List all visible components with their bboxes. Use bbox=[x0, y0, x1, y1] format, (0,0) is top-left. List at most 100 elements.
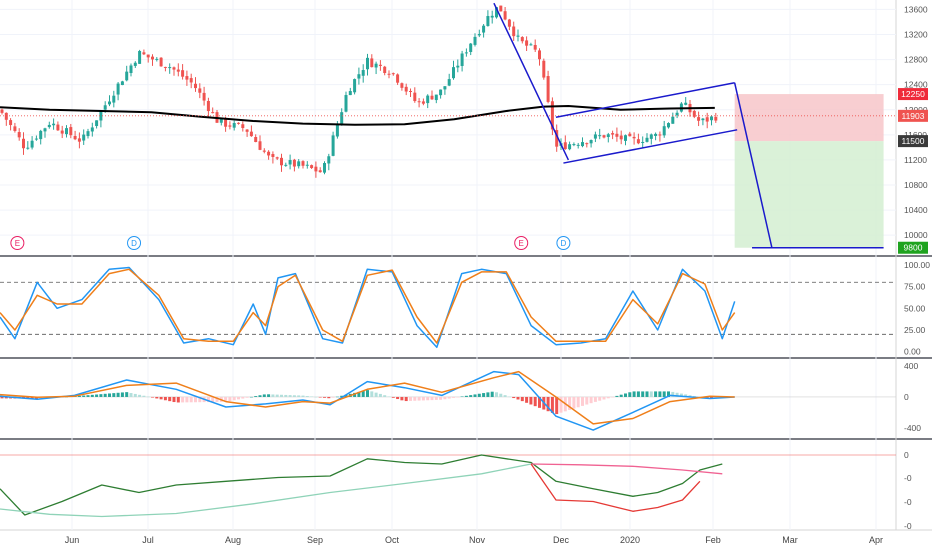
candle-body bbox=[675, 112, 679, 116]
candle-body bbox=[82, 134, 86, 141]
macd-histogram-bar bbox=[469, 395, 473, 397]
candle-body bbox=[460, 53, 464, 66]
candle-body bbox=[4, 112, 8, 120]
macd-histogram-bar bbox=[636, 391, 640, 397]
macd-histogram-bar bbox=[671, 391, 675, 397]
rs-line bbox=[531, 463, 723, 475]
candle-body bbox=[305, 164, 309, 166]
stochastic-axis-tick-label: 25.00 bbox=[904, 325, 926, 335]
macd-histogram-bar bbox=[314, 396, 318, 398]
candle-body bbox=[387, 73, 391, 75]
time-axis-tick-label: Jul bbox=[142, 535, 154, 545]
macd-histogram-bar bbox=[258, 395, 262, 397]
candle-body bbox=[353, 79, 357, 93]
candle-body bbox=[654, 133, 658, 136]
candle-body bbox=[486, 16, 490, 27]
candle-body bbox=[284, 164, 288, 166]
candle-body bbox=[520, 37, 524, 42]
macd-histogram-bar bbox=[426, 396, 430, 401]
rs-line bbox=[0, 454, 723, 516]
macd-histogram-bar bbox=[421, 396, 425, 401]
price-label-box bbox=[898, 109, 928, 122]
macd-histogram-bar bbox=[228, 396, 232, 402]
rs-line bbox=[0, 463, 532, 518]
macd-histogram-bar bbox=[116, 392, 120, 397]
macd-histogram-bar bbox=[593, 396, 597, 402]
moving-average-line bbox=[0, 105, 715, 126]
macd-histogram-bar bbox=[391, 396, 395, 398]
macd-histogram-bar bbox=[400, 396, 404, 401]
macd-histogram-bar bbox=[383, 395, 387, 397]
candle-body bbox=[434, 94, 438, 101]
macd-histogram-bar bbox=[499, 393, 503, 397]
macd-histogram-bar bbox=[292, 395, 296, 397]
stochastic-axis-tick-label: 50.00 bbox=[904, 303, 926, 313]
macd-histogram-bar bbox=[176, 396, 180, 403]
macd-histogram-bar bbox=[211, 396, 215, 402]
price-label-text: 12250 bbox=[901, 89, 925, 99]
candle-body bbox=[589, 140, 593, 144]
candle-body bbox=[391, 73, 395, 75]
macd-histogram-bar bbox=[490, 391, 494, 397]
macd-histogram-bar bbox=[581, 396, 584, 406]
macd-histogram-bar bbox=[370, 391, 374, 397]
candle-body bbox=[52, 123, 56, 126]
macd-histogram-bar bbox=[215, 396, 219, 402]
rs-axis-tick-label: -0 bbox=[904, 497, 912, 507]
macd-histogram-bar bbox=[645, 391, 649, 397]
candle-body bbox=[232, 123, 236, 128]
stop-zone bbox=[734, 94, 884, 142]
candle-body bbox=[77, 138, 81, 142]
candle-body bbox=[245, 129, 249, 132]
macd-histogram-bar bbox=[692, 396, 696, 397]
macd-histogram-bar bbox=[181, 396, 185, 403]
candle-body bbox=[176, 69, 180, 72]
macd-histogram-bar bbox=[112, 393, 116, 397]
candle-body bbox=[275, 157, 279, 159]
candle-body bbox=[198, 88, 202, 93]
candle-body bbox=[658, 134, 662, 136]
time-axis-tick-label: 2020 bbox=[620, 535, 640, 545]
macd-histogram-bar bbox=[430, 396, 434, 401]
macd-axis-tick-label: 0 bbox=[904, 392, 909, 402]
candle-body bbox=[624, 135, 627, 141]
candle-body bbox=[159, 57, 163, 67]
stochastic-axis-tick-label: 0.00 bbox=[904, 347, 921, 357]
candle-body bbox=[249, 131, 253, 137]
candle-body bbox=[241, 124, 245, 129]
macd-histogram-bar bbox=[404, 396, 408, 402]
macd-histogram-bar bbox=[417, 396, 421, 401]
macd-histogram-bar bbox=[241, 396, 245, 399]
macd-histogram-bar bbox=[477, 393, 481, 397]
candle-body bbox=[95, 120, 99, 127]
macd-histogram-bar bbox=[327, 396, 331, 399]
time-axis-tick-label: Mar bbox=[782, 535, 798, 545]
macd-histogram-bar bbox=[249, 396, 253, 398]
macd-histogram-bar bbox=[529, 396, 533, 405]
macd-histogram-bar bbox=[95, 394, 99, 397]
stochastic-axis-tick-label: 75.00 bbox=[904, 282, 926, 292]
price-label-box bbox=[898, 135, 928, 148]
candle-body bbox=[340, 112, 344, 125]
time-axis-tick-label: Apr bbox=[869, 535, 883, 545]
macd-histogram-bar bbox=[357, 391, 361, 397]
candle-body bbox=[116, 83, 120, 95]
macd-histogram-bar bbox=[159, 396, 163, 400]
macd-histogram-bar bbox=[267, 394, 271, 397]
candle-body bbox=[310, 165, 314, 169]
candle-body bbox=[103, 105, 107, 110]
candle-body bbox=[125, 71, 129, 81]
macd-histogram-bar bbox=[632, 391, 636, 397]
candle-body bbox=[224, 118, 228, 127]
macd-histogram-bar bbox=[323, 396, 326, 398]
macd-histogram-bar bbox=[439, 396, 443, 400]
price-axis-tick-label: 10000 bbox=[904, 230, 928, 240]
candle-body bbox=[546, 76, 550, 102]
candle-body bbox=[499, 5, 503, 12]
macd-histogram-bar bbox=[99, 394, 103, 397]
macd-histogram-bar bbox=[615, 395, 619, 397]
candle-body bbox=[684, 102, 688, 105]
candle-body bbox=[138, 51, 142, 64]
